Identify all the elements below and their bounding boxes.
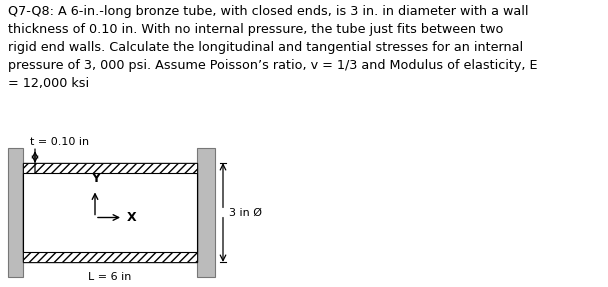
Bar: [23, 163, 197, 173]
Text: L = 6 in: L = 6 in: [88, 272, 132, 282]
Text: Q7-Q8: A 6-in.-long bronze tube, with closed ends, is 3 in. in diameter with a w: Q7-Q8: A 6-in.-long bronze tube, with cl…: [8, 5, 537, 90]
Bar: [23, 163, 197, 262]
Text: X: X: [127, 211, 137, 224]
Bar: [23, 173, 197, 252]
Text: t = 0.10 in: t = 0.10 in: [30, 137, 89, 147]
Text: Y: Y: [91, 172, 100, 185]
Text: 3 in Ø: 3 in Ø: [229, 208, 262, 218]
Bar: [197, 148, 215, 277]
Bar: [23, 252, 197, 262]
Bar: [8, 148, 23, 277]
